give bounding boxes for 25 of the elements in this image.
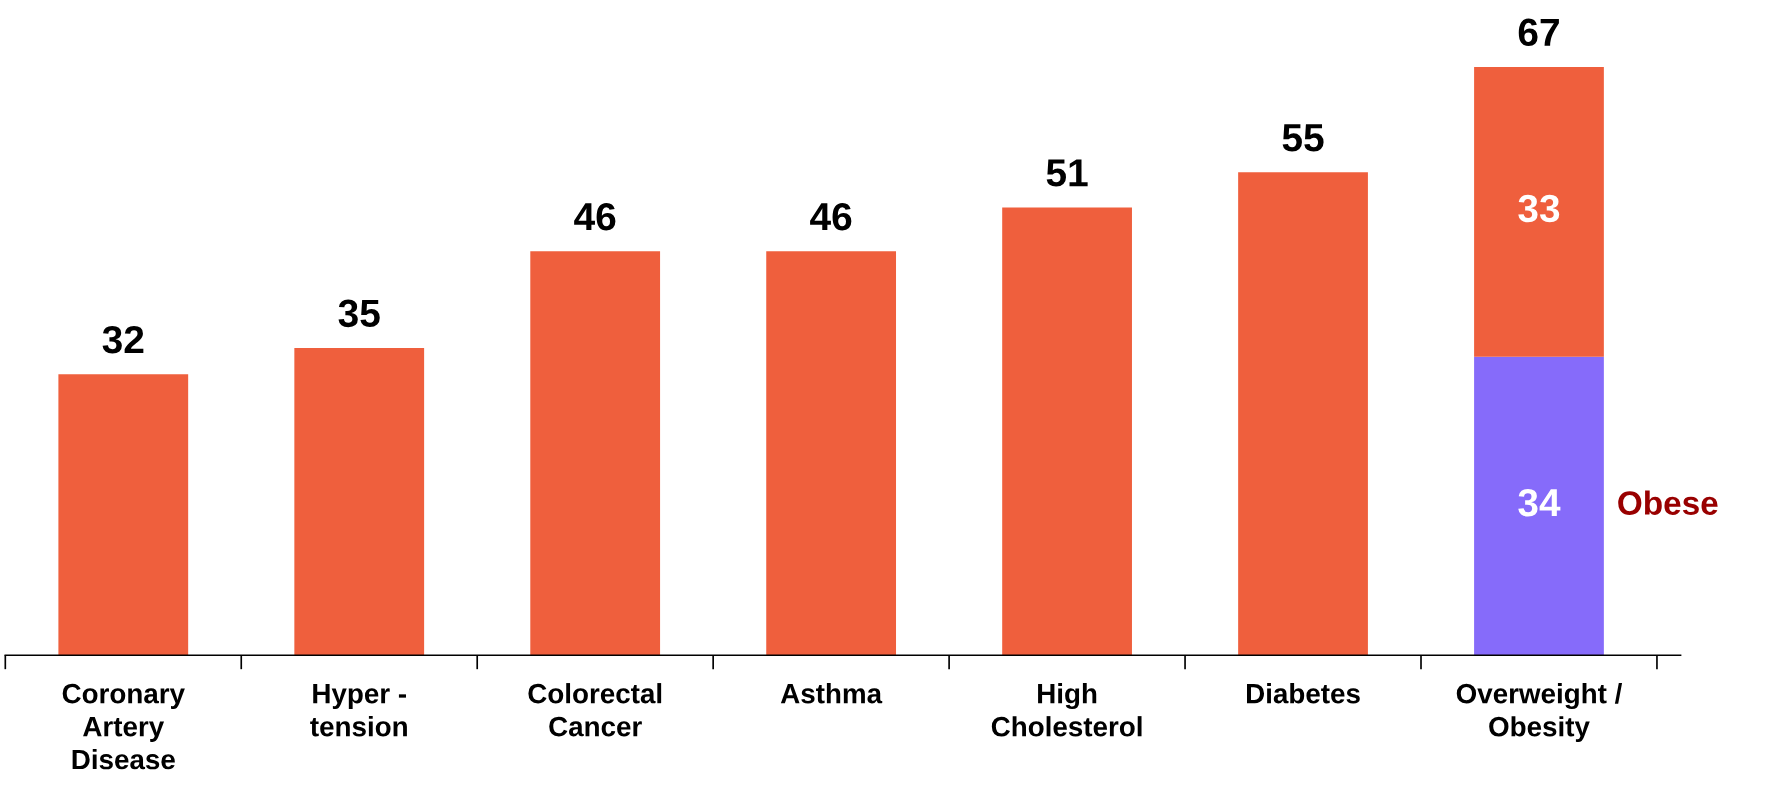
x-tick-label: Diabetes (1247, 683, 1360, 704)
bar (530, 251, 661, 656)
bar (766, 251, 897, 656)
bar (1238, 172, 1368, 656)
data-label: 34 (1518, 488, 1561, 517)
data-label: 55 (1282, 124, 1324, 152)
data-label: 46 (810, 202, 852, 231)
x-tick-label: Overweight / Obesity (1456, 683, 1623, 743)
x-tick-label: Coronary Artery Disease (62, 683, 185, 770)
total-label: 67 (1518, 18, 1559, 47)
series-label: Obese (1618, 490, 1718, 515)
data-label: 51 (1046, 159, 1088, 187)
x-tick-label: Asthma (780, 683, 883, 704)
x-tick-label: High Cholesterol (991, 683, 1142, 737)
x-tick-label: Colorectal Cancer (528, 683, 662, 737)
bar (58, 374, 189, 656)
data-label: 32 (102, 325, 144, 354)
bar (1474, 66, 1604, 357)
x-tick-label: Hyper - tension (310, 684, 407, 737)
bar (1474, 356, 1604, 656)
data-label: 35 (338, 299, 380, 328)
bar (1002, 207, 1132, 656)
data-label: 33 (1518, 194, 1560, 223)
bar (294, 347, 425, 656)
data-label: 46 (574, 202, 616, 231)
